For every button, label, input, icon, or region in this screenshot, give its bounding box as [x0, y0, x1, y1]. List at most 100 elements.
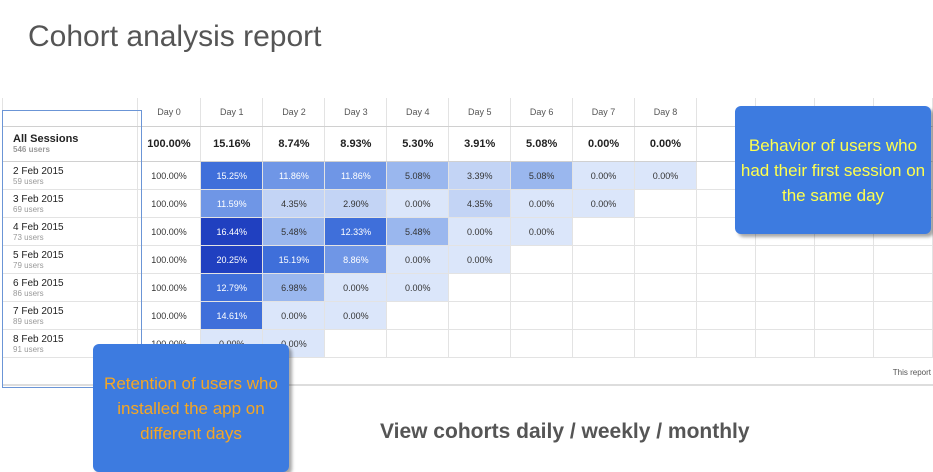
- empty-cell: [813, 273, 874, 302]
- retention-cell: 5.08%: [510, 161, 574, 190]
- empty-cell: [634, 273, 697, 302]
- retention-cell: 8.86%: [324, 245, 388, 274]
- cohort-date: 4 Feb 2015: [13, 221, 64, 233]
- retention-cell: 16.44%: [199, 217, 264, 246]
- empty-cell: [448, 273, 512, 302]
- cohort-label: 7 Feb 2015 89 users: [2, 301, 138, 330]
- empty-cell: [695, 329, 756, 358]
- callout-retention: Retention of users who installed the app…: [93, 344, 289, 472]
- cohort-date: 7 Feb 2015: [13, 305, 64, 317]
- retention-cell: 11.86%: [262, 161, 326, 190]
- header-cell: Day 8: [634, 98, 697, 127]
- empty-cell: [324, 329, 388, 358]
- empty-cell: [872, 245, 933, 274]
- retention-cell: 5.48%: [386, 217, 450, 246]
- retention-cell: 0.00%: [324, 301, 388, 330]
- cohort-date: 6 Feb 2015: [13, 277, 64, 289]
- table-row: 6 Feb 2015 86 users 100.00% 12.79% 6.98% 0.00…: [2, 273, 933, 302]
- empty-cell: [813, 245, 874, 274]
- retention-cell: 0.00%: [448, 245, 512, 274]
- empty-cell: [510, 245, 574, 274]
- summary-cell: 5.08%: [510, 126, 574, 162]
- empty-cell: [872, 329, 933, 358]
- retention-cell: 11.86%: [324, 161, 388, 190]
- header-cell: Day 6: [510, 98, 574, 127]
- retention-cell: 4.35%: [448, 189, 512, 218]
- cohort-users: 73 users: [13, 232, 44, 242]
- header-cell: Day 3: [324, 98, 388, 127]
- empty-cell: [754, 273, 815, 302]
- cohort-date: 5 Feb 2015: [13, 249, 64, 261]
- empty-cell: [634, 301, 697, 330]
- empty-cell: [634, 189, 697, 218]
- callout-retention-text: Retention of users who installed the app…: [104, 373, 278, 443]
- cohort-label: All Sessions 546 users: [2, 126, 138, 162]
- summary-cell: 3.91%: [448, 126, 512, 162]
- header-cell: Day 7: [572, 98, 636, 127]
- empty-cell: [754, 301, 815, 330]
- retention-cell: 0.00%: [386, 245, 450, 274]
- summary-cell: 5.30%: [386, 126, 450, 162]
- cohort-users: 79 users: [13, 260, 44, 270]
- cohort-users: 59 users: [13, 176, 44, 186]
- summary-cell: 8.93%: [324, 126, 388, 162]
- header-cell: Day 5: [448, 98, 512, 127]
- summary-cell: 100.00%: [136, 126, 202, 162]
- retention-cell: 100.00%: [136, 273, 202, 302]
- retention-cell: 15.19%: [262, 245, 326, 274]
- empty-cell: [448, 301, 512, 330]
- header-cell: Day 1: [199, 98, 264, 127]
- cohort-date: 8 Feb 2015: [13, 333, 64, 345]
- retention-cell: 100.00%: [136, 301, 202, 330]
- cohort-users: 89 users: [13, 316, 44, 326]
- summary-cell: 8.74%: [262, 126, 326, 162]
- table-row: 7 Feb 2015 89 users 100.00% 14.61% 0.00% 0.00…: [2, 301, 933, 330]
- summary-cell: 0.00%: [634, 126, 697, 162]
- retention-cell: 0.00%: [510, 217, 574, 246]
- empty-cell: [754, 245, 815, 274]
- empty-cell: [695, 245, 756, 274]
- retention-cell: 0.00%: [510, 189, 574, 218]
- retention-cell: 100.00%: [136, 189, 202, 218]
- empty-cell: [813, 301, 874, 330]
- empty-cell: [572, 301, 636, 330]
- empty-cell: [572, 217, 636, 246]
- empty-cell: [634, 329, 697, 358]
- cohort-report: Day 0 Day 1 Day 2 Day 3 Day 4 Day 5 Day 6 Day 7…: [2, 98, 933, 388]
- retention-cell: 14.61%: [199, 301, 264, 330]
- empty-cell: [634, 245, 697, 274]
- header-cell: Day 4: [386, 98, 450, 127]
- empty-cell: [754, 329, 815, 358]
- empty-cell: [813, 329, 874, 358]
- retention-cell: 11.59%: [199, 189, 264, 218]
- cohort-label: 5 Feb 2015 79 users: [2, 245, 138, 274]
- empty-cell: [510, 329, 574, 358]
- empty-cell: [386, 329, 450, 358]
- retention-cell: 2.90%: [324, 189, 388, 218]
- retention-cell: 0.00%: [262, 301, 326, 330]
- table-row: 5 Feb 2015 79 users 100.00% 20.25% 15.19% 8.8…: [2, 245, 933, 274]
- empty-cell: [872, 273, 933, 302]
- retention-cell: 4.35%: [262, 189, 326, 218]
- cohort-users: 546 users: [13, 145, 50, 154]
- header-cell: Day 0: [136, 98, 202, 127]
- retention-cell: 15.25%: [199, 161, 264, 190]
- summary-cell: 15.16%: [199, 126, 264, 162]
- retention-cell: 0.00%: [448, 217, 512, 246]
- retention-cell: 100.00%: [136, 161, 202, 190]
- cohort-table: Day 0 Day 1 Day 2 Day 3 Day 4 Day 5 Day 6 Day 7…: [2, 98, 933, 358]
- retention-cell: 0.00%: [324, 273, 388, 302]
- empty-cell: [572, 329, 636, 358]
- retention-cell: 100.00%: [136, 217, 202, 246]
- cohort-label: 3 Feb 2015 69 users: [2, 189, 138, 218]
- cohort-label: 4 Feb 2015 73 users: [2, 217, 138, 246]
- retention-cell: 12.79%: [199, 273, 264, 302]
- empty-cell: [634, 217, 697, 246]
- retention-cell: 5.08%: [386, 161, 450, 190]
- summary-cell: 0.00%: [572, 126, 636, 162]
- caption: View cohorts daily / weekly / monthly: [380, 420, 750, 443]
- retention-cell: 0.00%: [386, 273, 450, 302]
- report-footer-note: This report: [892, 368, 931, 377]
- page-title: Cohort analysis report: [28, 20, 322, 53]
- callout-same-day-behavior: Behavior of users who had their first se…: [735, 106, 931, 234]
